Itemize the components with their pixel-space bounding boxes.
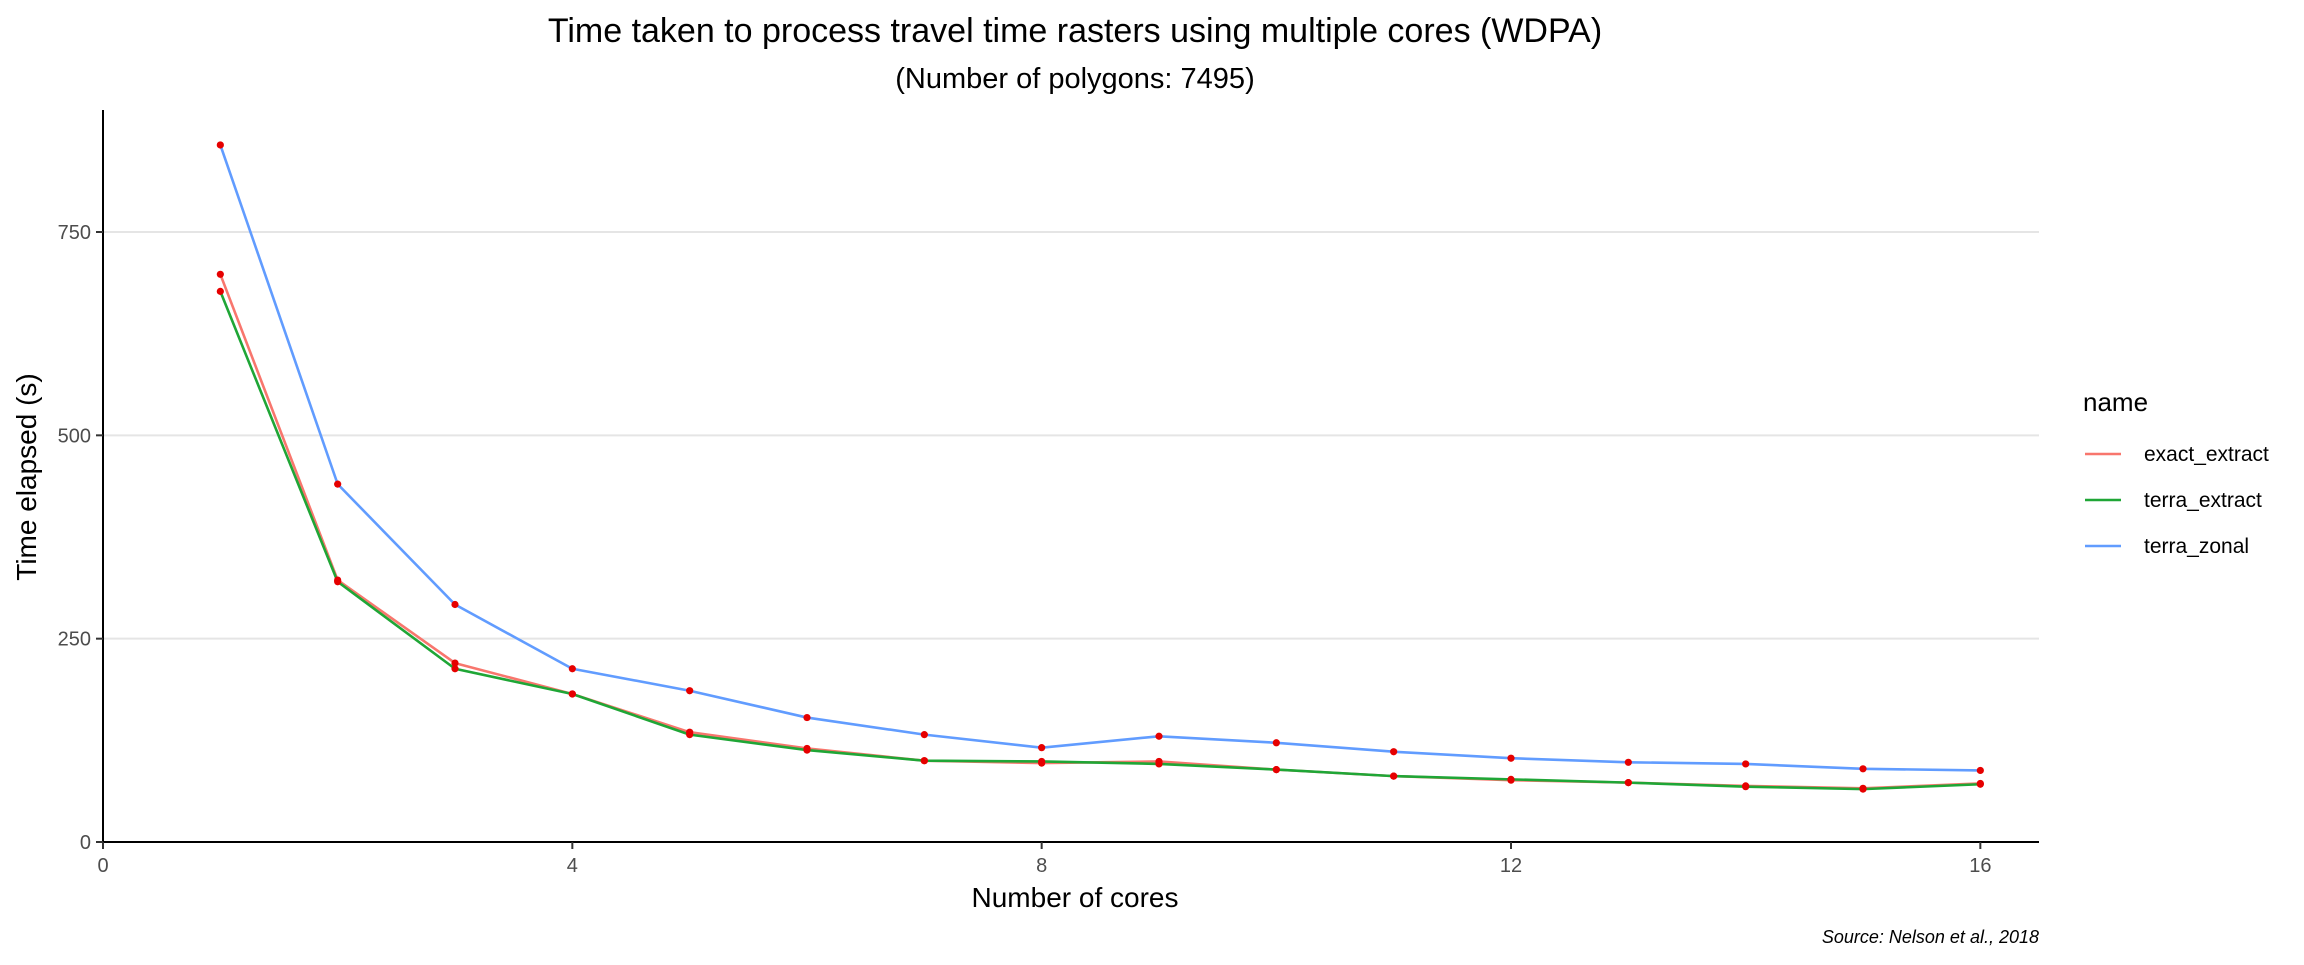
x-tick-label-0: 0 bbox=[97, 855, 108, 877]
series-line-terra_zonal bbox=[219, 143, 1982, 772]
data-point-terra_extract-9 bbox=[1155, 760, 1163, 768]
data-points bbox=[216, 141, 1984, 793]
data-point-terra_zonal-2 bbox=[334, 480, 342, 488]
data-point-terra_zonal-15 bbox=[1859, 765, 1867, 773]
data-point-exact_extract-3 bbox=[451, 659, 459, 667]
legend: exact_extract terra_extract terra_zonal bbox=[2085, 443, 2269, 558]
chart-subtitle: (Number of polygons: 7495) bbox=[895, 63, 1254, 95]
data-point-terra_zonal-14 bbox=[1742, 760, 1750, 768]
data-point-terra_extract-10 bbox=[1272, 766, 1280, 774]
x-tick-label-8: 8 bbox=[1036, 855, 1047, 877]
data-point-terra_extract-14 bbox=[1742, 783, 1750, 791]
data-point-exact_extract-1 bbox=[216, 270, 224, 278]
data-point-terra_zonal-5 bbox=[686, 687, 694, 695]
series-lines bbox=[219, 143, 1982, 791]
series-line-terra_extract bbox=[219, 290, 1982, 791]
data-point-terra_zonal-4 bbox=[568, 665, 576, 673]
gridlines bbox=[103, 231, 2039, 640]
x-tick-label-16: 16 bbox=[1969, 855, 1991, 877]
y-tick-label-250: 250 bbox=[58, 629, 91, 651]
legend-label-exact_extract: exact_extract bbox=[2144, 443, 2269, 466]
data-point-terra_extract-11 bbox=[1390, 772, 1398, 780]
data-point-terra_extract-13 bbox=[1624, 779, 1632, 787]
data-point-terra_extract-6 bbox=[803, 746, 811, 754]
data-point-terra_extract-3 bbox=[451, 665, 459, 673]
data-point-terra_extract-5 bbox=[686, 731, 694, 739]
chart-title: Time taken to process travel time raster… bbox=[548, 12, 1602, 50]
x-axis-title: Number of cores bbox=[972, 882, 1179, 913]
data-point-terra_zonal-3 bbox=[451, 600, 459, 609]
legend-title: name bbox=[2083, 387, 2148, 417]
data-point-terra_extract-4 bbox=[568, 690, 576, 698]
series-line-exact_extract bbox=[219, 272, 1982, 790]
y-axis-title: Time elapsed (s) bbox=[11, 373, 42, 580]
data-point-terra_zonal-10 bbox=[1272, 739, 1280, 747]
data-point-terra_extract-8 bbox=[1038, 757, 1046, 766]
y-tick-label-500: 500 bbox=[58, 425, 91, 447]
data-point-terra_zonal-13 bbox=[1624, 758, 1632, 766]
data-point-terra_extract-7 bbox=[920, 757, 928, 765]
source-caption: Source: Nelson et al., 2018 bbox=[1822, 927, 2039, 947]
data-point-terra_zonal-9 bbox=[1155, 732, 1163, 740]
x-tick-label-4: 4 bbox=[567, 855, 578, 877]
data-point-terra_zonal-7 bbox=[920, 731, 928, 739]
y-tick-label-750: 750 bbox=[58, 222, 91, 244]
x-tick-label-12: 12 bbox=[1500, 855, 1522, 877]
y-axis-ticks: 0 250 500 750 bbox=[58, 222, 103, 854]
data-point-terra_extract-15 bbox=[1859, 785, 1867, 793]
data-point-terra_extract-2 bbox=[334, 578, 342, 586]
data-point-terra_extract-16 bbox=[1976, 780, 1984, 788]
data-point-terra_zonal-11 bbox=[1390, 748, 1398, 756]
x-axis-ticks: 0 4 8 12 16 bbox=[97, 842, 1991, 877]
legend-label-terra_zonal: terra_zonal bbox=[2144, 535, 2249, 558]
data-point-terra_zonal-12 bbox=[1507, 754, 1515, 762]
y-tick-label-0: 0 bbox=[80, 832, 91, 854]
data-point-terra_zonal-6 bbox=[803, 713, 811, 722]
data-point-terra_zonal-16 bbox=[1976, 766, 1984, 775]
legend-label-terra_extract: terra_extract bbox=[2144, 489, 2262, 512]
data-point-terra_extract-1 bbox=[216, 287, 224, 295]
data-point-terra_extract-12 bbox=[1507, 775, 1515, 783]
data-point-terra_zonal-8 bbox=[1038, 744, 1046, 752]
data-point-terra_zonal-1 bbox=[216, 141, 224, 149]
